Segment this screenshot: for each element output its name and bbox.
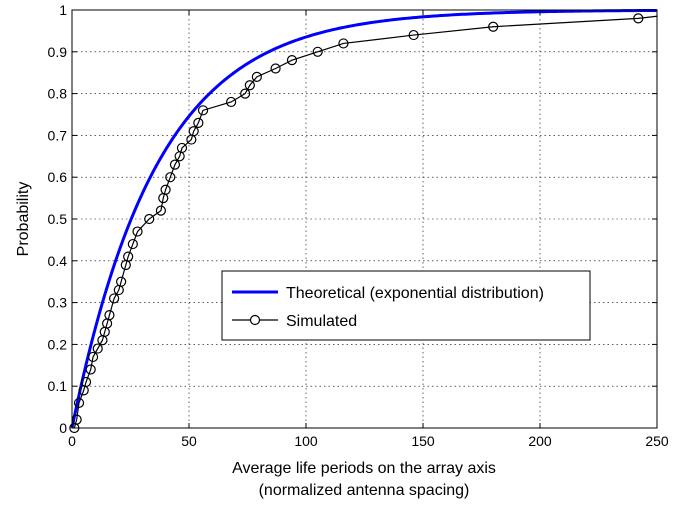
simulated-point xyxy=(165,172,176,183)
x-tick-label: 150 xyxy=(411,433,435,449)
simulated-point xyxy=(188,126,199,137)
x-axis-label-line-1: Average life periods on the array axis xyxy=(232,460,496,477)
y-tick-label: 0.5 xyxy=(48,211,68,227)
legend-label-theoretical: Theoretical (exponential distribution) xyxy=(286,285,544,302)
grid xyxy=(72,10,657,428)
y-tick-label: 1 xyxy=(59,2,67,18)
simulated-point xyxy=(144,213,155,225)
y-tick-label: 0.2 xyxy=(48,336,68,352)
simulated-point xyxy=(155,205,167,216)
simulated-point xyxy=(160,184,171,195)
simulated-point xyxy=(193,117,204,128)
simulated-point xyxy=(104,310,115,321)
simulated-point xyxy=(312,46,323,57)
ticks: 0 50 100 150 200 250 0 0.1 0.2 0.3 0.4 0.5 0.6 0.7 0.8… xyxy=(48,2,669,449)
x-tick-label: 50 xyxy=(181,433,197,449)
simulated-point xyxy=(338,38,349,49)
y-tick-label: 0.9 xyxy=(48,44,68,60)
y-tick-label: 0.1 xyxy=(48,378,68,394)
y-axis-label: Probability xyxy=(15,182,32,257)
simulated-point xyxy=(109,293,120,304)
simulated-point xyxy=(80,376,92,388)
simulated-point xyxy=(92,343,103,354)
x-tick-label: 200 xyxy=(528,433,552,449)
simulated-point xyxy=(286,55,298,66)
simulated-point xyxy=(244,80,255,91)
simulated-point xyxy=(169,159,181,170)
series-layer xyxy=(69,8,658,434)
legend-label-simulated: Simulated xyxy=(286,313,357,330)
x-tick-label: 100 xyxy=(294,433,318,449)
simulated-point xyxy=(123,251,134,262)
simulated-point xyxy=(226,96,237,108)
simulated-point xyxy=(132,226,143,237)
y-tick-label: 0.4 xyxy=(48,253,68,269)
theoretical-series-line xyxy=(70,8,658,429)
simulated-point xyxy=(127,238,138,250)
legend-box xyxy=(221,270,591,341)
simulated-point xyxy=(270,63,281,74)
simulated-point xyxy=(87,351,99,363)
y-tick-label: 0.3 xyxy=(48,295,68,311)
x-tick-label: 250 xyxy=(645,433,669,449)
simulated-point xyxy=(176,142,188,154)
simulated-point xyxy=(197,105,209,116)
simulated-point xyxy=(85,364,96,375)
x-tick-label: 0 xyxy=(68,433,76,449)
simulated-point xyxy=(633,13,644,24)
simulated-point xyxy=(116,276,127,287)
simulated-point xyxy=(488,21,499,32)
y-tick-label: 0.6 xyxy=(48,169,68,185)
simulated-point xyxy=(408,29,419,41)
simulated-point xyxy=(73,397,85,409)
simulated-series-line xyxy=(73,15,658,429)
y-tick-label: 0.8 xyxy=(48,86,68,102)
x-axis-label-line-2: (normalized antenna spacing) xyxy=(259,482,470,499)
y-tick-label: 0 xyxy=(59,420,67,436)
legend: Theoretical (exponential distribution) S… xyxy=(221,270,591,341)
simulated-point xyxy=(240,88,251,99)
legend-marker-simulated xyxy=(249,314,261,326)
y-tick-label: 0.7 xyxy=(48,127,68,143)
simulated-point xyxy=(251,71,262,82)
